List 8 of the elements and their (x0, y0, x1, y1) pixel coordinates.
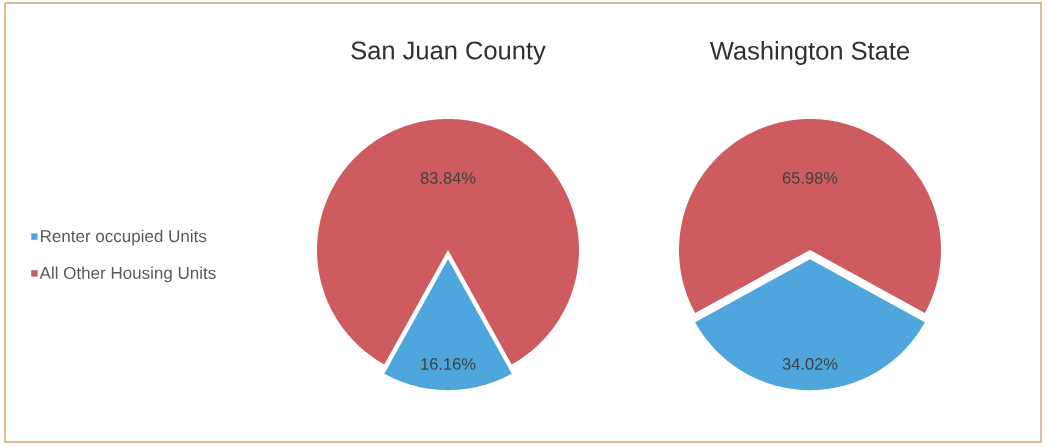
data-label: 83.84% (420, 172, 476, 184)
slice-label: Washington State (709, 41, 909, 65)
slice-label: San Juan County (351, 41, 546, 65)
data-label: 34.02% (782, 358, 838, 370)
data-label: 65.98% (782, 172, 838, 184)
data-label: 16.16% (421, 358, 476, 370)
legend-label: All Other Housing Units (39, 266, 216, 283)
legend-label: Renter occupied Units (40, 229, 207, 246)
